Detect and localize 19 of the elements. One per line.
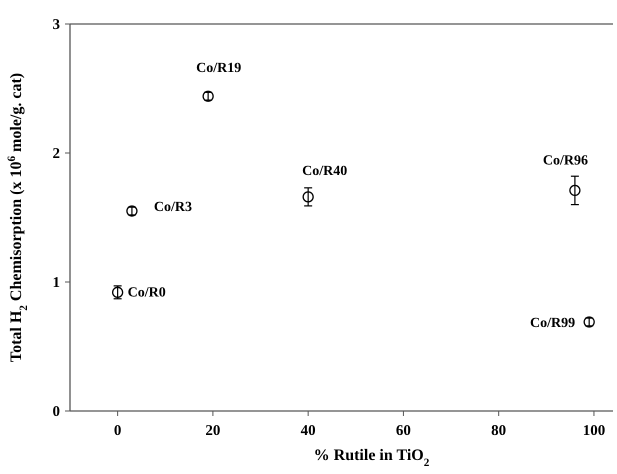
annotation: Co/R96 [542, 153, 588, 168]
point [302, 191, 314, 203]
annotation: Co/R19 [196, 61, 242, 76]
y-tick-label: 3 [52, 17, 60, 33]
y-tick-label: 2 [52, 146, 60, 162]
y-tick-label: 0 [52, 404, 60, 420]
annotation: Co/R40 [302, 164, 348, 179]
annotation: Co/R0 [128, 285, 166, 300]
annotation: Co/R3 [154, 200, 192, 216]
annotation: Co/R99 [530, 316, 576, 331]
x-tick-label: 20 [205, 423, 220, 439]
x-tick-label: 100 [582, 423, 606, 439]
point [569, 184, 581, 196]
x-tick-label: 80 [491, 423, 506, 439]
x-axis-title: % Rutile in TiO$_{2}$ [314, 447, 430, 469]
x-tick-label: 60 [396, 423, 411, 439]
x-tick-label: 40 [300, 423, 316, 439]
x-tick-label: 0 [114, 423, 122, 439]
y-tick-label: 1 [52, 275, 60, 291]
